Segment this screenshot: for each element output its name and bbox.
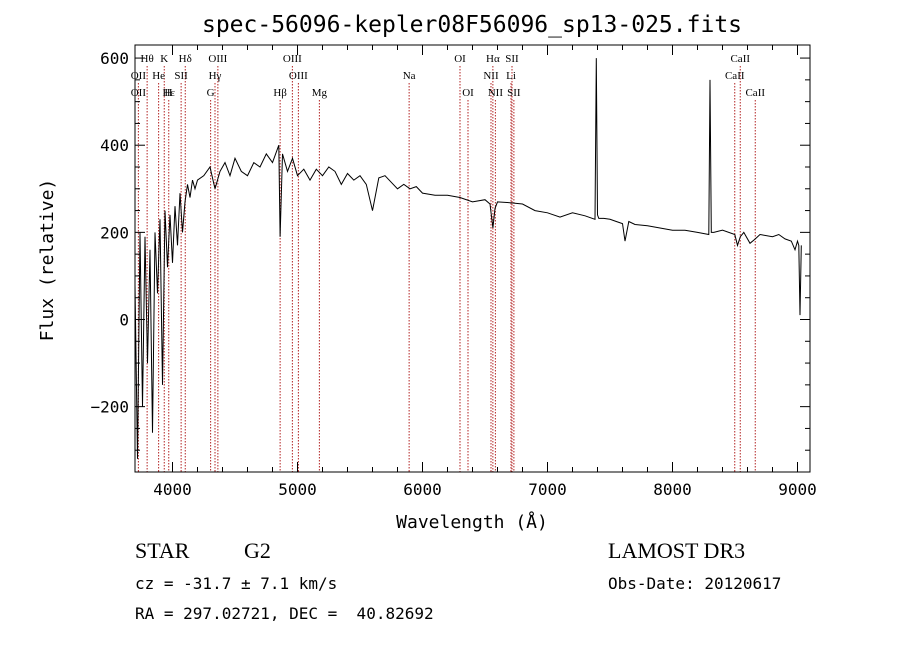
object-class: STAR	[135, 538, 190, 563]
marker-label-22: Hβ	[273, 87, 287, 99]
x-tick-label-8000: 8000	[653, 480, 692, 499]
marker-label-24: OI	[462, 87, 474, 99]
plot-area	[134, 58, 802, 459]
y-axis-label: Flux (relative)	[37, 179, 58, 342]
x-axis-label: Wavelength (Å)	[396, 511, 548, 533]
marker-label-14: Na	[403, 70, 416, 82]
survey-name: LAMOST DR3	[608, 538, 746, 563]
y-tick-label-200: 200	[100, 223, 129, 242]
marker-label-11: SII	[174, 70, 188, 82]
marker-label-2: Hδ	[179, 53, 192, 65]
marker-label-16: Li	[506, 70, 516, 82]
marker-label-3: OIII	[208, 53, 227, 65]
marker-label-6: Hα	[486, 53, 500, 65]
marker-label-26: SII	[507, 87, 521, 99]
observation-date: Obs-Date: 20120617	[608, 574, 782, 593]
plot-frame	[134, 44, 811, 473]
y-tick-label-400: 400	[100, 136, 129, 155]
coordinates: RA = 297.02721, DEC = 40.82692	[135, 604, 434, 623]
y-tick-label-0: 0	[119, 311, 129, 330]
redshift-velocity: cz = -31.7 ± 7.1 km/s	[135, 574, 338, 593]
x-tick-label-9000: 9000	[778, 480, 817, 499]
x-axis-ticks: 4000 5000 6000 7000 8000 9000	[153, 45, 817, 499]
x-tick-label-7000: 7000	[528, 480, 567, 499]
marker-label-13: OIII	[289, 70, 308, 82]
marker-label-18: OII	[131, 87, 147, 99]
marker-label-0: Hθ	[141, 53, 154, 65]
x-tick-label-5000: 5000	[278, 480, 317, 499]
marker-label-12: Hγ	[209, 70, 222, 82]
spectral-line-markers: Hθ K Hδ OIII OIII OI Hα SII CaII OII He SII Hγ OIII Na…	[131, 53, 765, 472]
marker-label-20: H	[165, 87, 173, 99]
y-axis-ticks: −200 0 200 400 600	[90, 49, 810, 451]
marker-label-27: CaII	[745, 87, 765, 99]
marker-label-10: He	[152, 70, 165, 82]
marker-label-25: NII	[488, 87, 504, 99]
marker-label-17: CaII	[725, 70, 745, 82]
x-tick-label-6000: 6000	[403, 480, 442, 499]
chart-title: spec-56096-kepler08F56096_sp13-025.fits	[202, 12, 742, 38]
marker-label-5: OI	[454, 53, 466, 65]
marker-label-1: K	[160, 53, 168, 65]
marker-label-21: G	[207, 87, 215, 99]
marker-label-7: SII	[505, 53, 519, 65]
marker-label-4: OIII	[283, 53, 302, 65]
object-subclass: G2	[244, 538, 271, 563]
marker-label-23: Mg	[312, 87, 328, 99]
marker-label-15: NII	[483, 70, 499, 82]
marker-label-19: Hε	[162, 87, 175, 99]
marker-label-8: CaII	[730, 53, 750, 65]
y-tick-label-600: 600	[100, 49, 129, 68]
y-tick-label--200: −200	[90, 398, 129, 417]
x-tick-label-4000: 4000	[153, 480, 192, 499]
spectrum-line	[134, 58, 802, 459]
